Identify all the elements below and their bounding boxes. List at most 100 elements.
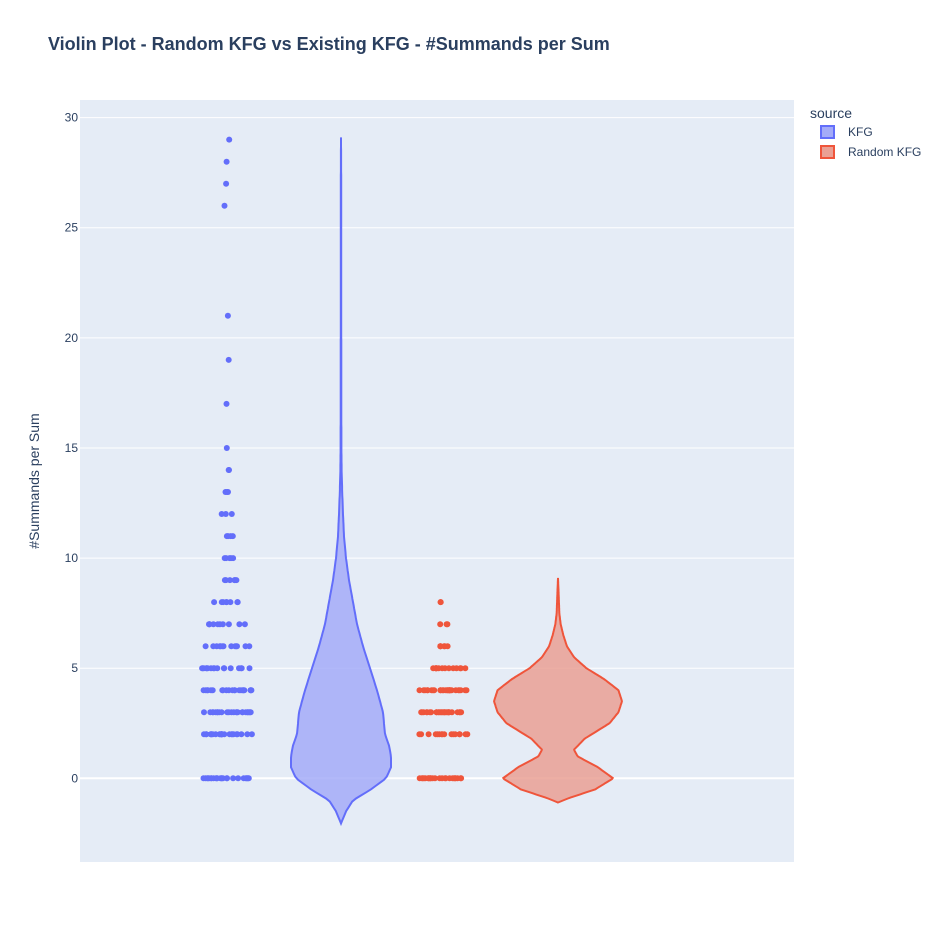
data-point [203, 731, 210, 738]
data-point [233, 709, 240, 716]
data-point [246, 709, 252, 716]
data-point [246, 665, 253, 672]
series-kfg [199, 136, 392, 827]
data-point [416, 775, 423, 782]
data-point [210, 643, 217, 650]
y-tick-label: 30 [65, 111, 79, 125]
data-point [435, 665, 442, 672]
data-point [226, 577, 233, 584]
legend-swatch[interactable] [820, 125, 835, 139]
data-point [437, 687, 444, 694]
data-point [453, 665, 460, 672]
data-point [418, 709, 425, 716]
data-point [416, 687, 423, 694]
data-point [439, 731, 446, 738]
data-point [234, 599, 241, 606]
data-point [463, 687, 470, 694]
data-point [462, 731, 469, 738]
y-tick-label: 15 [65, 441, 79, 455]
data-point [220, 775, 226, 782]
y-tick-label: 20 [65, 331, 79, 345]
data-point [226, 136, 233, 143]
y-tick-label: 25 [65, 221, 79, 235]
data-point [209, 709, 216, 716]
legend: source KFG Random KFG [810, 105, 921, 159]
data-point [224, 312, 231, 319]
data-point [437, 621, 444, 628]
data-point [200, 775, 207, 782]
data-point [225, 621, 232, 628]
y-tick-label: 5 [71, 661, 78, 675]
legend-swatch[interactable] [820, 145, 835, 159]
series-random-kfg [416, 577, 623, 804]
data-point [228, 511, 235, 517]
data-point [214, 709, 221, 716]
data-point [214, 775, 220, 782]
data-point [457, 665, 464, 672]
series-layer [199, 136, 623, 827]
data-point [248, 731, 255, 738]
data-point [219, 621, 226, 628]
data-point [456, 731, 463, 738]
data-point [236, 621, 243, 628]
data-point [432, 731, 439, 738]
data-point [220, 599, 227, 606]
data-point [241, 621, 248, 628]
data-point [231, 577, 238, 584]
data-point [223, 158, 230, 165]
data-point [208, 775, 215, 782]
data-point [229, 687, 236, 694]
chart-title: Violin Plot - Random KFG vs Existing KFG… [48, 34, 610, 54]
data-point [214, 621, 221, 628]
data-point [223, 687, 230, 694]
data-point [225, 709, 232, 716]
data-point [201, 709, 207, 716]
data-point [452, 731, 459, 738]
data-point [225, 356, 232, 363]
data-point [218, 731, 225, 738]
data-point [208, 731, 215, 738]
data-point [240, 775, 247, 782]
data-point [456, 709, 463, 716]
data-point [219, 643, 226, 650]
y-tick-label: 10 [65, 551, 79, 565]
data-point [223, 445, 230, 451]
data-point [440, 709, 447, 716]
data-point [228, 643, 235, 650]
data-point [221, 202, 228, 209]
data-point [227, 599, 234, 606]
data-point [223, 400, 230, 407]
data-point [239, 709, 246, 716]
data-point [238, 731, 245, 738]
data-point [439, 775, 446, 782]
data-point [227, 665, 234, 672]
data-point [425, 731, 432, 738]
y-tick-label: 0 [71, 771, 78, 785]
data-point [211, 599, 218, 606]
y-axis-ticks: 0 5 10 15 20 25 30 [65, 111, 79, 786]
legend-label[interactable]: KFG [848, 125, 873, 139]
data-point [222, 489, 229, 495]
data-point [431, 687, 438, 694]
data-point [233, 731, 240, 738]
data-point [218, 511, 225, 517]
data-point [416, 731, 423, 738]
data-point [211, 665, 218, 672]
legend-label[interactable]: Random KFG [848, 145, 921, 159]
data-point [445, 665, 452, 672]
data-point [458, 775, 465, 782]
data-point [424, 687, 431, 694]
violin-kfg [290, 137, 392, 827]
data-point [230, 775, 237, 782]
data-point [433, 709, 440, 716]
data-point [437, 599, 444, 606]
data-point [238, 687, 244, 694]
data-point [236, 665, 242, 672]
y-axis-title: #Summands per Sum [26, 413, 42, 548]
data-point [222, 511, 229, 517]
data-point [432, 775, 438, 782]
plot-area [80, 100, 794, 862]
legend-title: source [810, 105, 852, 121]
data-point [226, 467, 232, 473]
